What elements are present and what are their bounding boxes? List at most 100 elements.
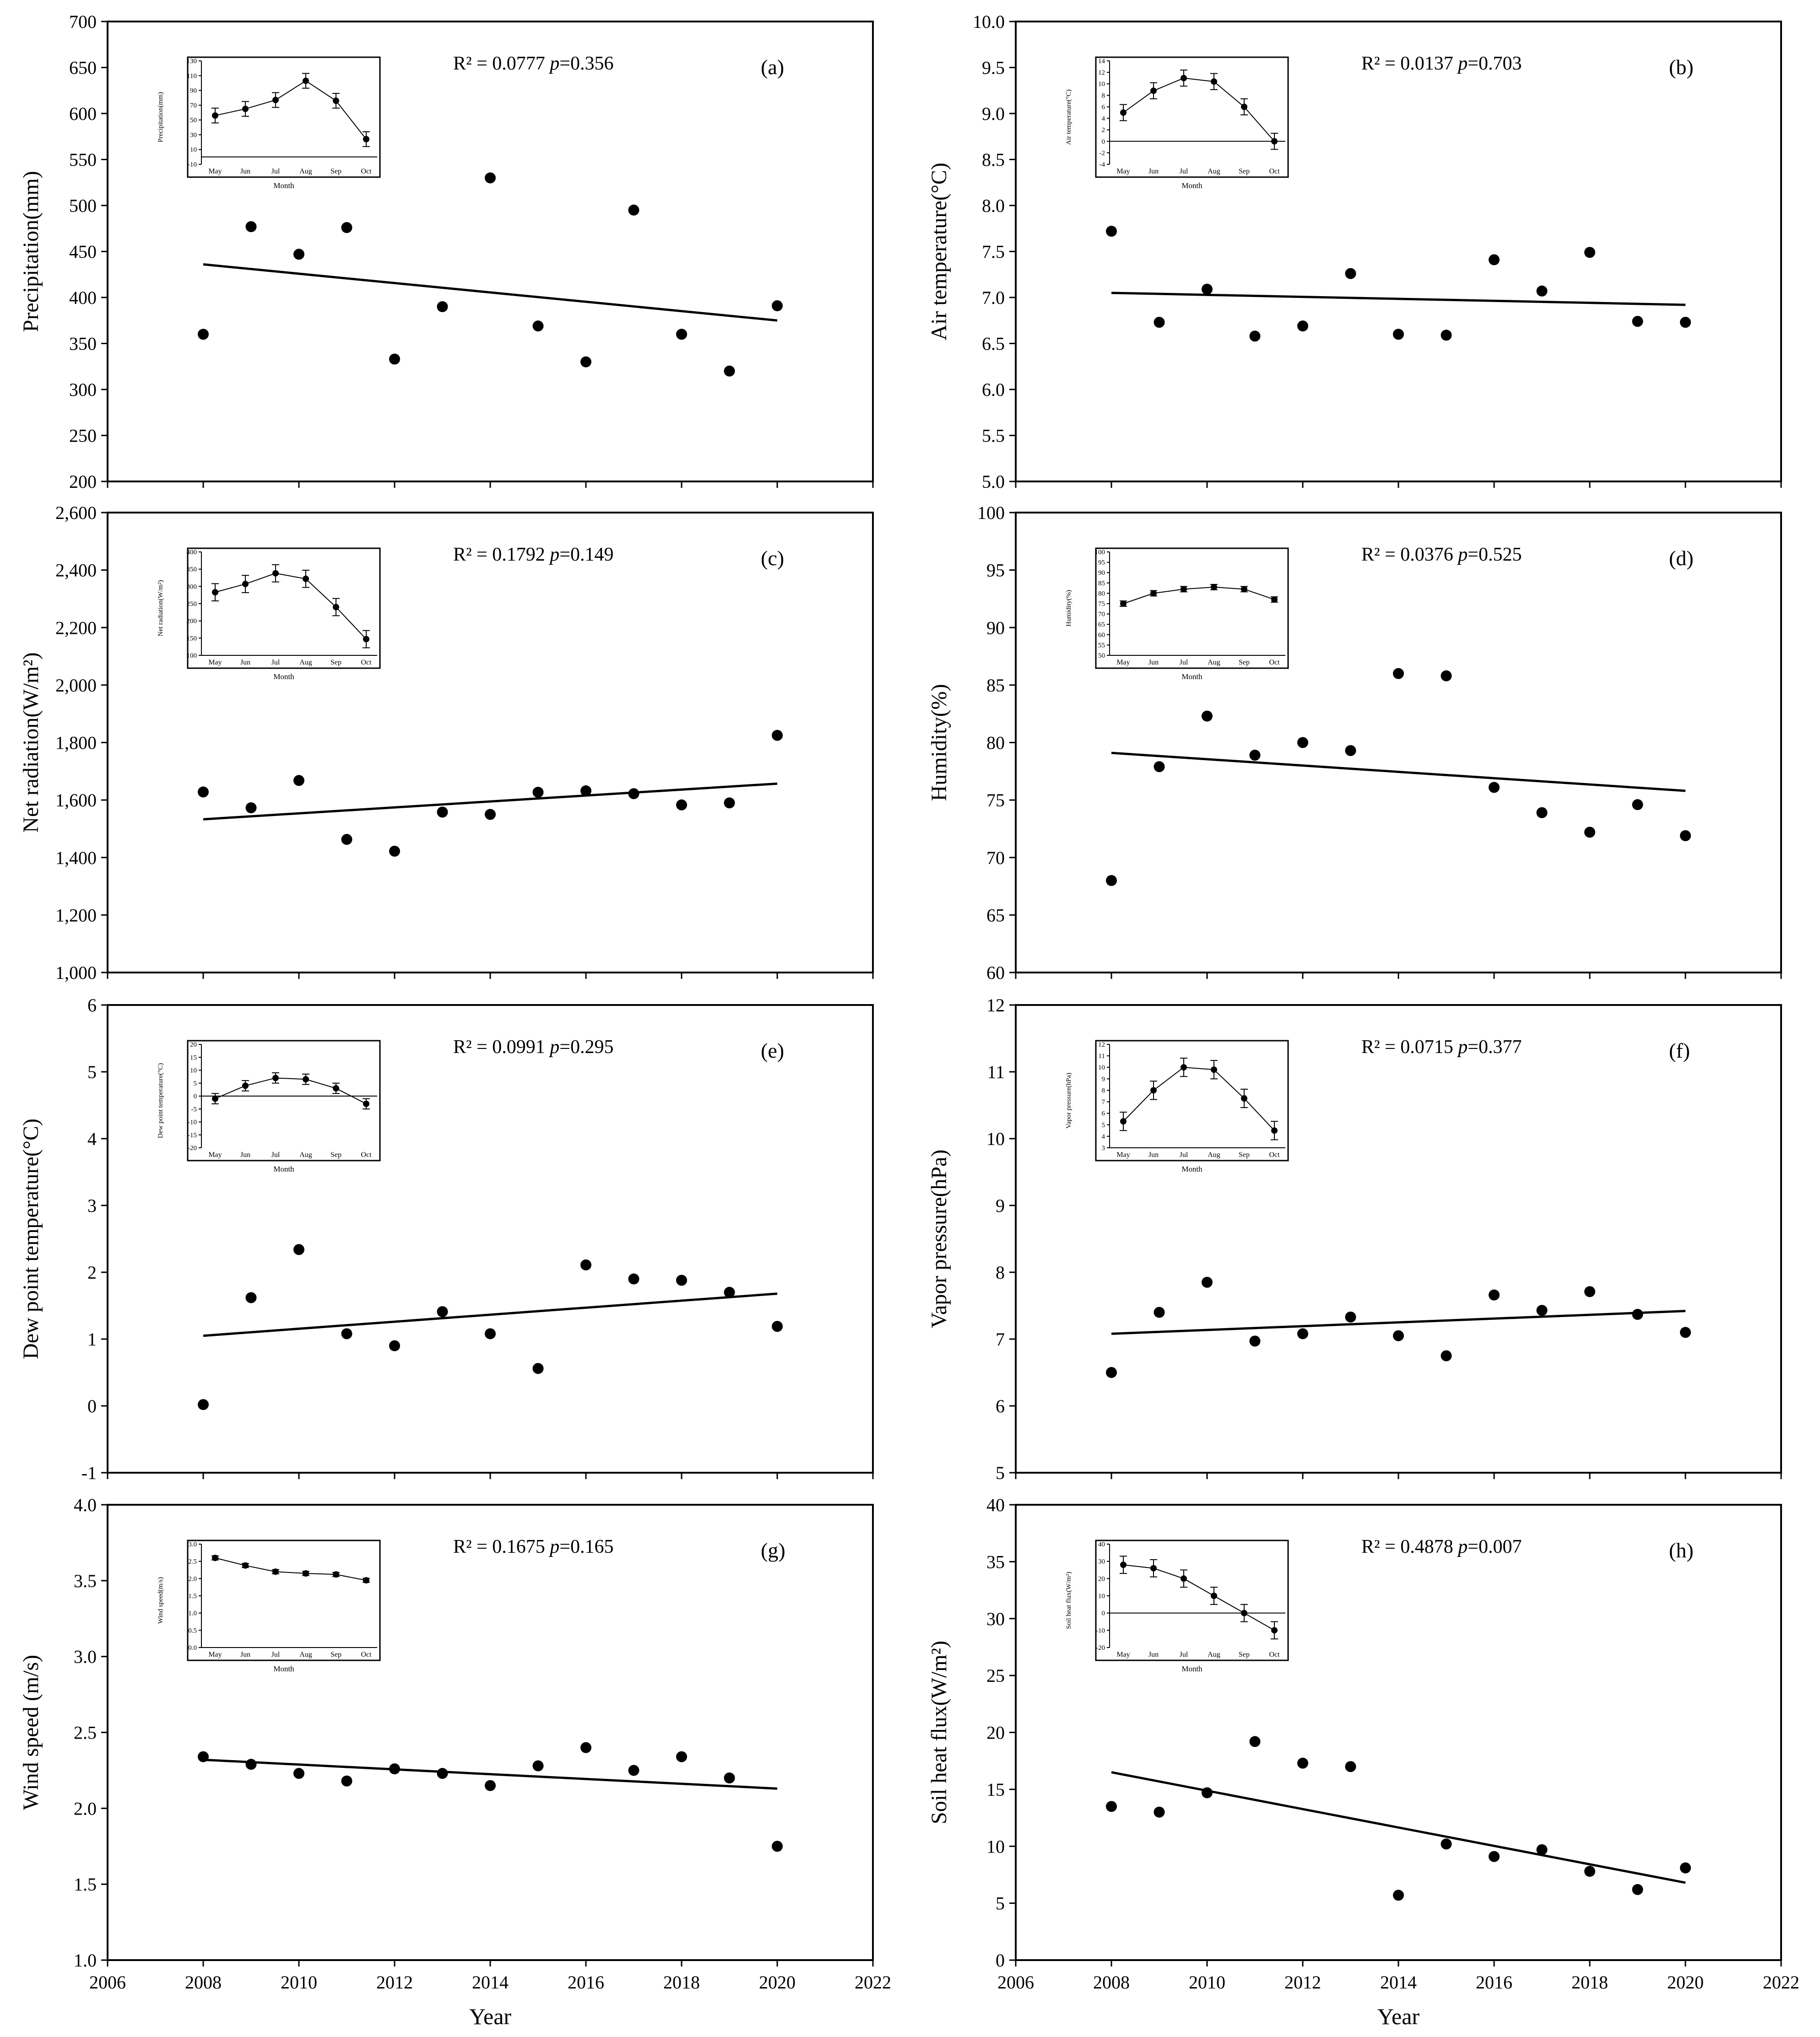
inset-x-tick-label: Sep [1239,167,1250,175]
y-tick-label: 5 [996,1463,1005,1483]
stats-annotation: R² = 0.0715 p=0.377 [1361,1037,1522,1058]
y-tick-label: 2,600 [55,502,97,523]
inset-data-point [363,136,369,143]
inset-x-tick-label: May [208,659,222,666]
inset-y-tick-label: 85 [1098,580,1105,587]
inset-x-tick-label: Aug [1208,1651,1220,1659]
inset-y-tick-label: 20 [190,1041,197,1048]
inset-data-point [303,1076,309,1083]
y-tick-label: 40 [986,1495,1005,1515]
x-tick-label: 2014 [472,1972,509,1993]
y-tick-label: 2 [87,1262,97,1283]
inset-y-tick-label: 1.5 [188,1593,197,1600]
inset-data-point [1241,1095,1247,1102]
data-point [1489,254,1500,265]
data-point [293,249,304,260]
inset-y-tick-label: 0 [1102,138,1105,146]
inset-y-tick-label: -10 [188,161,197,168]
r-squared-text: R² = 0.1675 [453,1536,550,1557]
data-point [198,1399,209,1410]
inset-y-axis-label: Soil heat flux(W/m²) [1065,1572,1072,1629]
inset-y-tick-label: 250 [187,600,197,608]
inset-y-tick-label: 100 [1095,549,1105,556]
y-tick-label: 10 [986,1836,1005,1857]
inset-y-tick-label: 40 [1098,1541,1105,1548]
inset-y-tick-label: -10 [1096,1627,1105,1634]
inset-x-tick-label: Aug [299,1151,312,1159]
inset-chart: 0.0 0.5 1.0 1.5 2.0 2.5 3.0 Wind speed(m/s) May J… [157,1540,381,1673]
inset-data-point [212,1555,218,1562]
inset-y-tick-label: 70 [190,102,197,109]
data-point [1202,1787,1213,1799]
inset-data-point [333,97,339,104]
data-point [1345,745,1356,756]
data-point [532,787,544,798]
x-tick-label: 2008 [1093,1972,1130,1993]
data-point [198,786,209,798]
data-point [532,320,544,332]
inset-x-tick-label: Sep [330,659,341,666]
data-point [580,1259,591,1270]
inset-x-tick-label: May [208,167,222,175]
inset-x-tick-label: Oct [361,659,372,666]
data-point [1297,1757,1308,1769]
data-point [772,729,783,741]
y-tick-label: 0 [87,1396,97,1416]
chart-panel-2: 5.0 5.5 6.0 6.5 7.0 7.5 8.0 8.5 9.0 9.5 10.0 Air te… [927,11,1782,492]
trend-line [1111,751,1686,792]
inset-y-tick-label: 6 [1102,1110,1105,1118]
y-axis-label: Wind speed (m/s) [19,1655,43,1810]
data-point [628,1765,639,1776]
r-squared-text: R² = 0.0376 [1361,544,1458,565]
inset-data-point [1181,75,1187,81]
y-tick-label: 2,200 [55,617,97,638]
chart-panel-3: 1,000 1,200 1,400 1,600 1,800 2,000 2,200 2,400… [19,502,874,983]
inset-data-point [1271,138,1278,145]
inset-y-tick-label: 8 [1102,1087,1105,1094]
x-tick-label: 2022 [1763,1972,1799,1993]
x-tick-label: 2016 [1476,1972,1512,1993]
inset-y-tick-label: 20 [1098,1575,1105,1583]
y-axis-label: Soil heat flux(W/m²) [927,1641,951,1824]
inset-x-axis-label: Month [1181,1664,1202,1673]
inset-x-tick-label: Aug [1208,167,1220,175]
inset-data-point [1150,1565,1157,1572]
data-point [1489,1289,1500,1301]
p-symbol: p [1457,1536,1468,1557]
inset-x-tick-label: Oct [1269,1651,1280,1659]
y-tick-label: 650 [69,58,97,78]
inset-y-tick-label: 12 [1098,69,1105,76]
inset-y-tick-label: 65 [1098,621,1105,628]
data-point [1441,670,1452,681]
data-point [1632,316,1643,327]
panel-label: (c) [761,546,784,570]
x-tick-label: 2020 [1667,1972,1704,1993]
inset-x-tick-label: Sep [1239,659,1250,666]
inset-data-point [242,581,249,588]
inset-data-point [1211,78,1217,85]
data-point [1393,1890,1404,1901]
y-tick-label: 9.0 [982,103,1005,124]
data-point [1680,830,1691,842]
inset-chart: -10 10 30 50 70 90 110 130 Precipitation(mm) May J… [157,56,381,190]
panel-label: (b) [1669,55,1694,79]
inset-x-tick-label: Jul [1180,1151,1188,1159]
data-point [1106,226,1117,237]
y-axis-label: Dew point temperature(°C) [19,1118,43,1359]
data-point [1680,1862,1691,1874]
inset-y-tick-label: 0 [194,1093,197,1100]
inset-data-point [272,1568,279,1575]
inset-x-tick-label: May [1116,1651,1130,1659]
inset-y-tick-label: 30 [1098,1558,1105,1566]
data-point [437,806,448,818]
inset-y-tick-label: 300 [187,583,197,590]
inset-y-tick-label: 12 [1098,1041,1105,1048]
x-tick-label: 2006 [89,1972,126,1993]
inset-x-tick-label: Oct [1269,659,1280,666]
data-point [1297,737,1308,748]
data-point [532,1363,544,1374]
y-tick-label: 1,400 [55,848,97,868]
inset-y-tick-label: 2.0 [188,1575,197,1583]
y-tick-label: 700 [69,11,97,32]
